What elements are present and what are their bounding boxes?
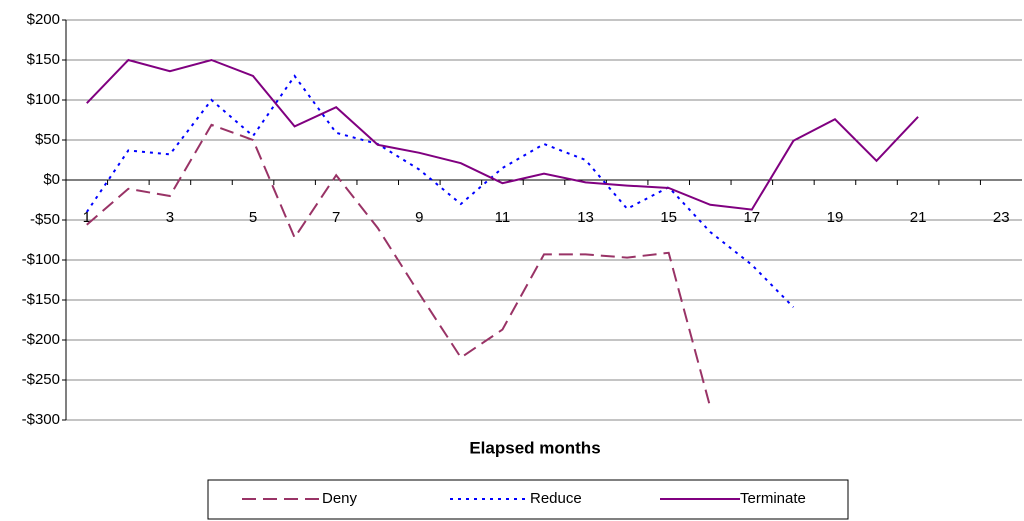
x-tick-label: 13	[577, 209, 594, 226]
y-tick-label: $50	[35, 131, 60, 148]
x-axis-title: Elapsed months	[469, 438, 600, 457]
y-tick-label: $0	[43, 171, 60, 188]
legend-box	[207, 479, 849, 520]
y-tick-label: -$200	[22, 331, 60, 348]
legend-label: Deny	[322, 490, 358, 507]
x-tick-label: 17	[743, 209, 760, 226]
series-line	[86, 58, 919, 211]
x-tick-label: 19	[827, 209, 844, 226]
y-tick-label: $150	[27, 51, 60, 68]
x-tick-label: 5	[249, 209, 257, 226]
x-tick-label: 7	[332, 209, 340, 226]
x-tick-label: 11	[495, 209, 511, 226]
y-tick-label: -$300	[22, 411, 60, 428]
y-tick-label: -$150	[22, 291, 60, 308]
x-tick-label: 9	[415, 209, 423, 226]
x-tick-label: 3	[166, 209, 174, 226]
y-tick-label: $200	[27, 11, 60, 28]
x-tick-label: 23	[993, 209, 1010, 226]
legend-label: Terminate	[740, 490, 806, 507]
x-tick-label: 15	[660, 209, 677, 226]
y-tick-label: -$50	[30, 211, 60, 228]
series-line	[86, 123, 712, 408]
legend-label: Reduce	[530, 490, 582, 507]
series-line	[85, 74, 795, 308]
x-tick-label: 21	[910, 209, 927, 226]
x-tick-label: 1	[83, 209, 91, 226]
y-tick-label: -$250	[22, 371, 60, 388]
y-tick-label: -$100	[22, 251, 60, 268]
y-tick-label: $100	[27, 91, 60, 108]
